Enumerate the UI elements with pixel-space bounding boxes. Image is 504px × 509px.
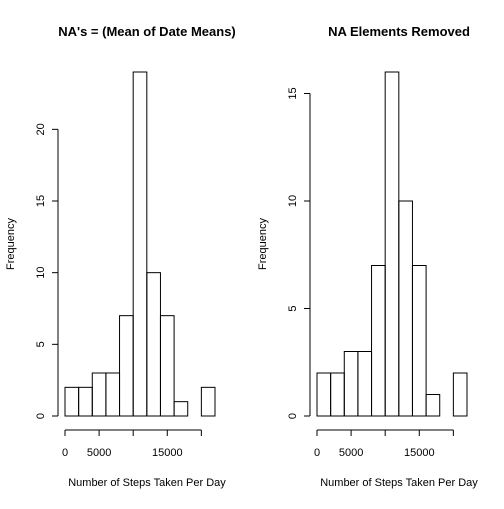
bar bbox=[132, 71, 148, 417]
x-tick-label: 0 bbox=[314, 447, 320, 459]
bar bbox=[411, 265, 427, 417]
x-tick-label: 5000 bbox=[87, 447, 111, 459]
y-tick-label: 0 bbox=[287, 413, 299, 419]
x-axis-label: Number of Steps Taken Per Day bbox=[68, 477, 226, 489]
bar bbox=[173, 401, 189, 417]
bar bbox=[398, 200, 413, 417]
chart-title: NA Elements Removed bbox=[328, 24, 470, 39]
y-axis-label: Frequency bbox=[5, 218, 17, 270]
bar bbox=[146, 272, 161, 417]
bar bbox=[105, 372, 121, 417]
bar bbox=[343, 351, 359, 417]
bar bbox=[357, 351, 373, 417]
bar bbox=[425, 394, 441, 417]
bar bbox=[200, 386, 216, 417]
x-tick-label: 15000 bbox=[404, 447, 435, 459]
y-tick-label: 10 bbox=[287, 195, 299, 207]
bar bbox=[330, 372, 345, 417]
bar bbox=[119, 315, 134, 417]
x-tick-label: 0 bbox=[62, 447, 68, 459]
bar bbox=[64, 386, 80, 417]
y-tick-label: 15 bbox=[35, 195, 47, 207]
y-tick-label: 20 bbox=[35, 123, 47, 135]
bar bbox=[371, 265, 386, 417]
bar bbox=[78, 386, 93, 417]
bar bbox=[91, 372, 107, 417]
y-tick-label: 0 bbox=[35, 413, 47, 419]
y-tick-label: 15 bbox=[287, 87, 299, 99]
x-tick-label: 15000 bbox=[152, 447, 183, 459]
y-tick-label: 10 bbox=[35, 267, 47, 279]
chart-title: NA's = (Mean of Date Means) bbox=[58, 24, 236, 39]
bar bbox=[316, 372, 332, 417]
bar bbox=[384, 71, 400, 417]
y-tick-label: 5 bbox=[287, 305, 299, 311]
y-tick-label: 5 bbox=[35, 341, 47, 347]
y-axis-label: Frequency bbox=[257, 218, 269, 270]
x-axis-label: Number of Steps Taken Per Day bbox=[320, 477, 478, 489]
bar bbox=[452, 372, 468, 417]
x-tick-label: 5000 bbox=[339, 447, 363, 459]
bar bbox=[159, 315, 175, 417]
